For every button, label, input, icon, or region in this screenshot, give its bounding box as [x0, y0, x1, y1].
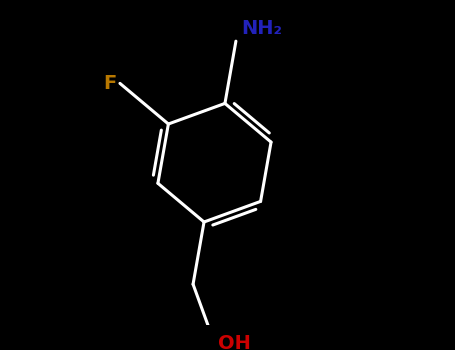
Text: NH₂: NH₂: [241, 19, 282, 38]
Text: OH: OH: [218, 334, 251, 350]
Text: F: F: [103, 74, 116, 93]
